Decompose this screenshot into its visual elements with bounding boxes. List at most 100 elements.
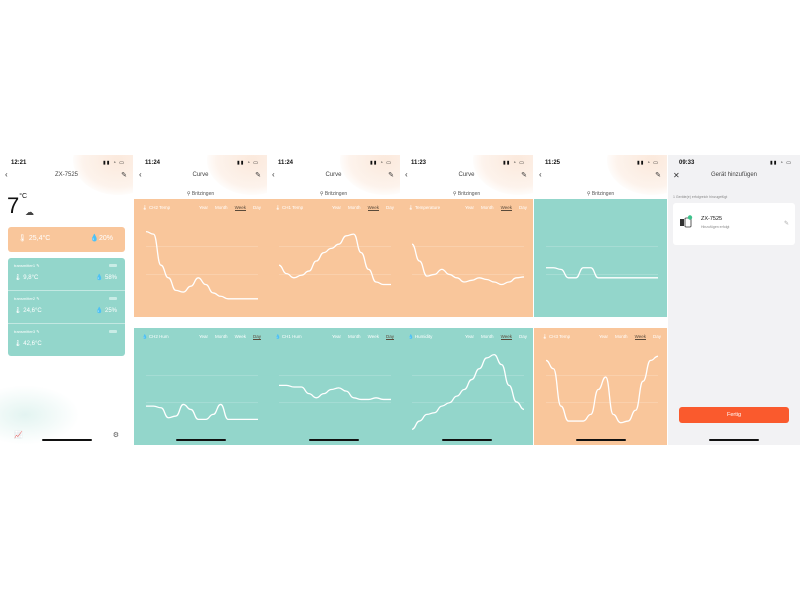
range-tabs: Year Month Week Day — [325, 334, 394, 340]
transmitter-humidity: 💧 58% — [95, 275, 117, 281]
chart-panel: 🌡 CH2 Temp Year Month Week Day — [134, 199, 267, 317]
pencil-icon[interactable]: ✎ — [521, 172, 527, 179]
transmitter-temp: 🌡 24,6°C — [14, 308, 42, 314]
tab-week[interactable]: Week — [234, 205, 246, 211]
chart-panel: 💧 Humidity Year Month Week Day — [400, 328, 533, 445]
summary-card[interactable]: 🌡 25,4°C 💧20% — [8, 227, 125, 252]
tab-day[interactable]: Day — [518, 334, 527, 339]
chevron-left-icon[interactable]: ‹ — [405, 170, 408, 179]
location-pin-icon: ⚲ — [319, 191, 324, 197]
page-title: ZX-7525 — [54, 172, 78, 178]
tab-month[interactable]: Month — [215, 334, 228, 339]
tab-day[interactable]: Day — [385, 334, 394, 340]
close-icon[interactable]: ✕ — [673, 171, 680, 180]
chart-panel: 🌡 Temperature Year Month Week Day — [400, 199, 533, 317]
transmitter-temp: 🌡 42,6°C — [14, 341, 42, 347]
transmitter-row[interactable]: transmitter1 ✎ 🌡 9,8°C 💧 58% — [8, 258, 125, 291]
tab-month[interactable]: Month — [481, 205, 494, 210]
location-label: ⚲ Britzingen — [319, 191, 348, 197]
tab-week[interactable]: Week — [634, 334, 646, 340]
tab-day[interactable]: Day — [652, 334, 661, 339]
chart-curve — [411, 243, 525, 286]
pencil-icon[interactable]: ✎ — [36, 263, 40, 268]
thermometer-icon: 🌡 — [408, 205, 414, 210]
tab-year[interactable]: Year — [198, 334, 209, 339]
status-time: 12:21 — [11, 160, 27, 166]
tab-day[interactable]: Day — [252, 334, 261, 340]
chart-title: 🌡 CH1 Temp — [275, 205, 304, 210]
transmitter-list: transmitter1 ✎ 🌡 9,8°C 💧 58% transmitter… — [8, 258, 125, 356]
tab-week[interactable]: Week — [500, 334, 512, 340]
tab-year[interactable]: Year — [598, 334, 609, 339]
thermometer-icon: 🌡 — [14, 275, 22, 281]
status-icons: ▮▮ ◔ ▭ — [369, 160, 392, 166]
location-pin-icon: ⚲ — [452, 191, 457, 197]
chart-panel: 🌡 CH1 Temp Year Month Week Day — [267, 199, 400, 317]
location-pin-icon: ⚲ — [586, 191, 591, 197]
pencil-icon[interactable]: ✎ — [255, 172, 261, 179]
battery-icon — [109, 297, 117, 300]
thermometer-icon: 🌡 — [14, 341, 22, 347]
thermometer-icon: 🌡 — [542, 334, 548, 339]
pencil-icon[interactable]: ✎ — [783, 221, 789, 227]
range-tabs: Year Month Week Day — [325, 205, 394, 211]
tab-year[interactable]: Year — [331, 205, 342, 210]
success-info: 1 Geräte(e) erfolgreich hinzugefügt — [673, 195, 728, 199]
range-tabs: Year Month Week Day — [192, 205, 261, 211]
home-indicator — [175, 439, 226, 441]
tab-week[interactable]: Week — [234, 334, 246, 339]
thermometer-icon: 🌡 — [142, 205, 148, 210]
chart-curve — [278, 233, 391, 286]
chevron-left-icon[interactable]: ‹ — [539, 170, 542, 179]
tab-day[interactable]: Day — [385, 205, 394, 210]
data-line — [146, 403, 258, 421]
transmitter-row[interactable]: transmitter3 ✎ 🌡 42,6°C — [8, 324, 125, 356]
tab-month[interactable]: Month — [348, 205, 361, 210]
tab-month[interactable]: Month — [481, 334, 494, 339]
transmitter-row[interactable]: transmitter2 ✎ 🌡 24,6°C 💧 25% — [8, 291, 125, 324]
tab-month[interactable]: Month — [215, 205, 228, 210]
chart-icon[interactable]: 📈 — [14, 432, 23, 439]
tab-week[interactable]: Week — [367, 205, 379, 211]
device-status: Hinzufügen erfolgt — [701, 225, 730, 229]
chart-curve — [279, 375, 391, 404]
summary-humidity: 💧20% — [90, 235, 113, 242]
tab-month[interactable]: Month — [348, 334, 361, 339]
tab-day[interactable]: Day — [518, 205, 527, 210]
location-label: ⚲ Britzingen — [186, 191, 215, 197]
transmitter-name: transmitter1 ✎ — [14, 263, 40, 268]
pencil-icon[interactable]: ✎ — [36, 329, 40, 334]
pencil-icon[interactable]: ✎ — [655, 172, 661, 179]
tab-year[interactable]: Year — [464, 205, 475, 210]
tab-year[interactable]: Year — [464, 334, 475, 339]
transmitter-humidity: 💧 25% — [95, 308, 117, 314]
location-pin-icon: ⚲ — [186, 191, 191, 197]
tab-day[interactable]: Day — [252, 205, 261, 210]
pencil-icon[interactable]: ✎ — [121, 172, 127, 179]
page-title: Curve — [192, 172, 209, 178]
chart-curve — [411, 353, 525, 430]
outdoor-temperature: 7°C — [7, 193, 28, 218]
tab-week[interactable]: Week — [500, 205, 512, 211]
tab-month[interactable]: Month — [615, 334, 628, 339]
range-tabs: Year Month Week Day — [458, 205, 527, 211]
tab-year[interactable]: Year — [198, 205, 209, 210]
data-line — [145, 230, 258, 300]
chevron-left-icon[interactable]: ‹ — [139, 170, 142, 179]
chart-panel: 💧 CH2 Hum Year Month Week Day — [134, 328, 267, 445]
range-tabs: Year Month Week Day — [192, 334, 261, 340]
tab-week[interactable]: Week — [367, 334, 379, 339]
pencil-icon[interactable]: ✎ — [388, 172, 394, 179]
droplet-icon: 💧 — [142, 334, 148, 339]
tab-year[interactable]: Year — [331, 334, 342, 339]
gear-icon[interactable]: ⚙ — [112, 432, 119, 439]
chevron-left-icon[interactable]: ‹ — [272, 170, 275, 179]
device-card[interactable]: ZX-7525 Hinzufügen erfolgt ✎ — [673, 203, 795, 245]
done-button[interactable]: Fertig — [679, 407, 789, 423]
page-title: Curve — [325, 172, 342, 178]
pencil-icon[interactable]: ✎ — [36, 296, 40, 301]
data-line — [278, 233, 391, 286]
transmitter-name: transmitter3 ✎ — [14, 329, 40, 334]
chevron-left-icon[interactable]: ‹ — [5, 170, 8, 179]
status-icons: ▮▮ ◔ ▭ — [102, 160, 125, 166]
